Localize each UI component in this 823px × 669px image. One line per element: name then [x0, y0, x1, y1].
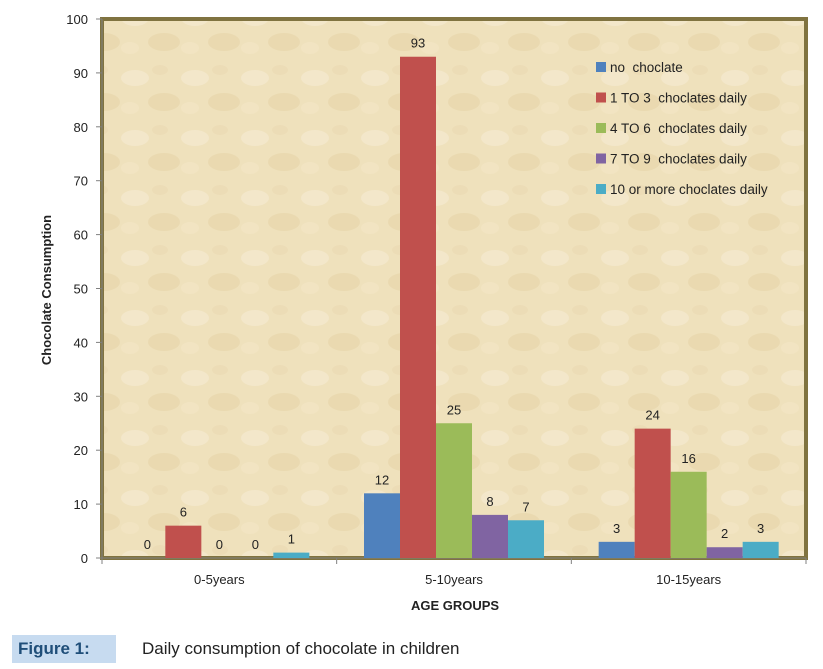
caption-text: Daily consumption of chocolate in childr… [142, 639, 460, 658]
x-tick-label: 5-10years [425, 572, 483, 587]
y-tick-label: 60 [74, 228, 88, 243]
data-label: 0 [144, 537, 151, 552]
data-label: 93 [411, 36, 425, 51]
x-tick-label: 10-15years [656, 572, 722, 587]
data-label: 1 [288, 532, 295, 547]
data-label: 2 [721, 526, 728, 541]
bar [472, 514, 508, 558]
y-tick-label: 40 [74, 335, 88, 350]
data-label: 12 [375, 472, 389, 487]
bar [436, 423, 472, 558]
bar [706, 547, 743, 558]
y-tick-label: 10 [74, 497, 88, 512]
legend-swatch [596, 62, 606, 72]
legend-label: 10 or more choclates daily [610, 182, 768, 197]
data-label: 6 [180, 505, 187, 520]
data-label: 16 [681, 451, 695, 466]
y-axis-title: Chocolate Consumption [39, 215, 54, 365]
legend-swatch [596, 153, 606, 164]
bar [364, 493, 400, 558]
caption-label: Figure 1: [12, 635, 116, 663]
figure-caption: Figure 1: Daily consumption of chocolate… [8, 632, 823, 666]
data-label: 24 [645, 408, 659, 423]
bar [670, 471, 707, 558]
x-tick-label: 0-5years [194, 572, 245, 587]
legend-label: 7 TO 9 choclates daily [610, 152, 747, 167]
legend-swatch [596, 184, 606, 194]
bar [273, 552, 310, 558]
legend-label: 4 TO 6 choclates daily [610, 121, 747, 136]
y-tick-label: 70 [74, 174, 88, 189]
bar [508, 520, 544, 558]
data-label: 3 [613, 521, 620, 536]
bar [400, 56, 436, 558]
legend-label: no choclate [610, 60, 683, 75]
y-tick-label: 100 [66, 12, 88, 27]
x-axis-title: AGE GROUPS [411, 598, 499, 613]
data-label: 8 [486, 494, 493, 509]
data-label: 0 [252, 537, 259, 552]
data-label: 7 [522, 499, 529, 514]
legend-label: 1 TO 3 choclates daily [610, 91, 747, 106]
y-tick-label: 90 [74, 66, 88, 81]
y-tick-label: 20 [74, 443, 88, 458]
data-label: 25 [447, 402, 461, 417]
bar [165, 525, 202, 558]
y-tick-label: 50 [74, 282, 88, 297]
legend-swatch [596, 123, 606, 133]
bar [598, 541, 635, 558]
y-tick-label: 0 [81, 551, 88, 566]
y-tick-label: 80 [74, 120, 88, 135]
bar [634, 428, 671, 558]
legend-swatch [596, 92, 606, 103]
bar [742, 541, 779, 558]
data-label: 0 [216, 537, 223, 552]
y-tick-label: 30 [74, 389, 88, 404]
data-label: 3 [757, 521, 764, 536]
